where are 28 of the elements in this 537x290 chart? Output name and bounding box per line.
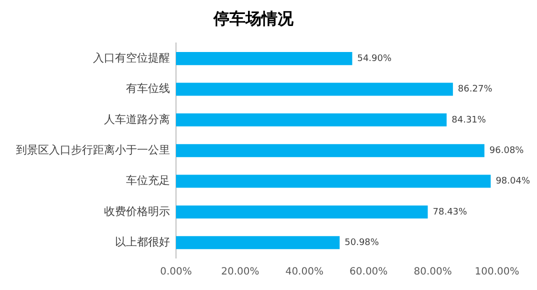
bar [176,82,453,96]
y-tick-label: 人车道路分离 [104,112,170,126]
bar [176,174,491,188]
bar [176,236,340,250]
y-tick-label: 以上都很好 [115,236,170,249]
chart-title: 停车场情况 [212,8,294,28]
bar [176,205,428,218]
data-label: 50.98% [344,238,380,248]
data-label: 84.31% [452,115,486,126]
data-label: 54.90% [357,54,392,64]
y-tick-label: 有车位线 [126,82,170,96]
x-tick-label: 20.00% [221,266,260,278]
data-label: 96.08% [489,146,524,156]
y-tick-label: 到景区入口步行距离小于一公里 [16,143,170,156]
data-label: 78.43% [432,207,468,218]
x-tick-label: 0.00% [160,266,192,278]
data-label: 98.04% [496,176,530,187]
x-tick-label: 80.00% [414,266,452,278]
y-tick-label: 车位充足 [126,174,170,188]
x-tick-label: 40.00% [285,266,324,278]
y-tick-label: 收费价格明示 [104,204,170,218]
x-tick-label: 60.00% [350,266,388,278]
y-tick-label: 入口有空位提醒 [93,51,170,64]
bar [176,113,447,126]
x-tick-label: 100.00% [474,266,520,278]
data-label: 86.27% [458,84,493,95]
bar [176,52,352,66]
bar [176,144,484,158]
